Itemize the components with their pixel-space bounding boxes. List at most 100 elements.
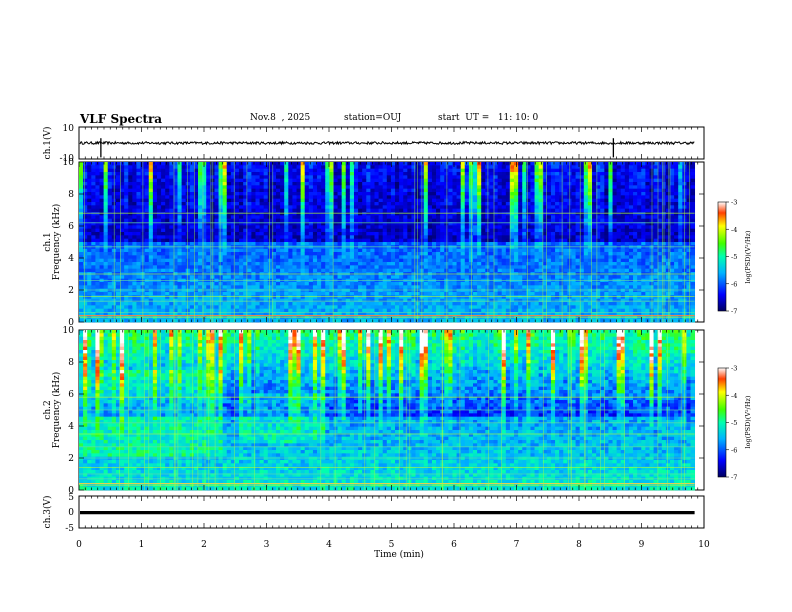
spectrogram-cell xyxy=(358,268,363,273)
spectrogram-cell xyxy=(276,268,281,273)
spectrogram-cell xyxy=(83,295,88,300)
spectrogram-cell xyxy=(378,212,384,216)
spectrogram-cell xyxy=(218,305,224,310)
spectrogram-cell xyxy=(115,225,121,230)
spectrogram-cell xyxy=(345,238,351,243)
spectrogram-cell xyxy=(333,298,338,303)
spectrogram-cell xyxy=(300,218,306,223)
spectrogram-cell xyxy=(288,265,293,270)
spectrogram-cell xyxy=(333,288,338,293)
spectrogram-cell xyxy=(464,248,470,253)
spectrogram-cell xyxy=(321,292,326,296)
spectrogram-cell xyxy=(214,218,219,223)
spectrogram-cell xyxy=(403,308,408,313)
spectrogram-cell xyxy=(259,218,265,223)
spectrogram-cell xyxy=(321,248,326,253)
spectrogram-cell xyxy=(115,168,121,173)
spectrogram-cell xyxy=(386,242,392,246)
spectrogram-cell xyxy=(415,298,421,303)
spectrogram-cell xyxy=(144,168,150,173)
spectrogram-cell xyxy=(407,318,412,323)
spectrogram-cell xyxy=(206,232,211,236)
spectrogram-cell xyxy=(202,258,207,263)
spectrogram-cell xyxy=(444,192,449,196)
spectrogram-cell xyxy=(288,185,293,190)
spectrogram-cell xyxy=(173,295,178,300)
spectrogram-cell xyxy=(349,182,355,186)
spectrogram-cell xyxy=(124,248,129,253)
spectrogram-cell xyxy=(333,228,338,233)
spectrogram-cell xyxy=(177,205,182,210)
spectrogram-cell xyxy=(234,308,240,313)
spectrogram-cell xyxy=(214,268,219,273)
spectrogram-cell xyxy=(411,262,416,266)
spectrogram-cell xyxy=(473,232,478,236)
spectrogram-cell xyxy=(173,192,178,196)
spectrogram-cell xyxy=(243,225,248,230)
spectrogram-cell xyxy=(292,308,297,313)
spectrogram-cell xyxy=(206,258,211,263)
spectrogram-cell xyxy=(255,205,260,210)
spectrogram-cell xyxy=(321,242,326,246)
spectrogram-cell xyxy=(202,215,207,220)
spectrogram-cell xyxy=(284,308,289,313)
spectrogram-cell xyxy=(263,258,269,263)
spectrogram-cell xyxy=(382,165,388,170)
spectrogram-cell xyxy=(148,195,154,200)
spectrogram-cell xyxy=(477,222,482,226)
spectrogram-cell xyxy=(296,248,302,253)
spectrogram-cell xyxy=(464,238,470,243)
spectrogram-cell xyxy=(276,175,281,180)
spectrogram-cell xyxy=(87,192,92,196)
spectrogram-cell xyxy=(177,168,182,173)
spectrogram-cell xyxy=(349,198,355,203)
spectrogram-cell xyxy=(378,165,384,170)
spectrogram-cell xyxy=(452,235,457,240)
spectrogram-cell xyxy=(353,295,359,300)
spectrogram-cell xyxy=(161,205,166,210)
spectrogram-cell xyxy=(280,195,285,200)
spectrogram-cell xyxy=(304,282,310,286)
spectrogram-cell xyxy=(440,242,445,246)
spectrogram-cell xyxy=(263,192,269,196)
spectrogram-cell xyxy=(460,238,466,243)
spectrogram-cell xyxy=(407,198,412,203)
spectrogram-cell xyxy=(423,282,429,286)
spectrogram-cell xyxy=(440,295,445,300)
spectrogram-cell xyxy=(341,228,347,233)
spectrogram-cell xyxy=(374,292,379,296)
spectrogram-cell xyxy=(292,282,297,286)
spectrogram-cell xyxy=(362,265,367,270)
spectrogram-cell xyxy=(395,292,400,296)
spectrogram-cell xyxy=(325,275,330,280)
spectrogram-cell xyxy=(165,258,170,263)
spectrogram-cell xyxy=(169,178,174,183)
spectrogram-cell xyxy=(243,208,248,213)
spectrogram-cell xyxy=(214,188,219,193)
spectrogram-cell xyxy=(284,282,289,286)
spectrogram-cell xyxy=(460,282,466,286)
spectrogram-cell xyxy=(128,192,133,196)
spectrogram-cell xyxy=(99,162,105,166)
spectrogram-cell xyxy=(333,255,338,260)
spectrogram-cell xyxy=(362,292,367,296)
spectrogram-cell xyxy=(83,218,88,223)
spectrogram-cell xyxy=(214,302,219,306)
spectrogram-cell xyxy=(468,225,474,230)
spectrogram-cell xyxy=(366,172,371,176)
spectrogram-cell xyxy=(296,225,302,230)
spectrogram-cell xyxy=(234,295,240,300)
spectrogram-cell xyxy=(284,165,289,170)
spectrogram-cell xyxy=(218,198,224,203)
spectrogram-cell xyxy=(386,312,392,316)
spectrogram-cell xyxy=(124,292,129,296)
spectrogram-cell xyxy=(83,168,88,173)
spectrogram-cell xyxy=(79,302,84,306)
spectrogram-cell xyxy=(308,242,314,246)
spectrogram-cell xyxy=(198,188,203,193)
spectrogram-cell xyxy=(399,165,404,170)
spectrogram-cell xyxy=(477,188,482,193)
spectrogram-cell xyxy=(161,235,166,240)
spectrogram-cell xyxy=(374,218,379,223)
spectrogram-cell xyxy=(481,298,486,303)
